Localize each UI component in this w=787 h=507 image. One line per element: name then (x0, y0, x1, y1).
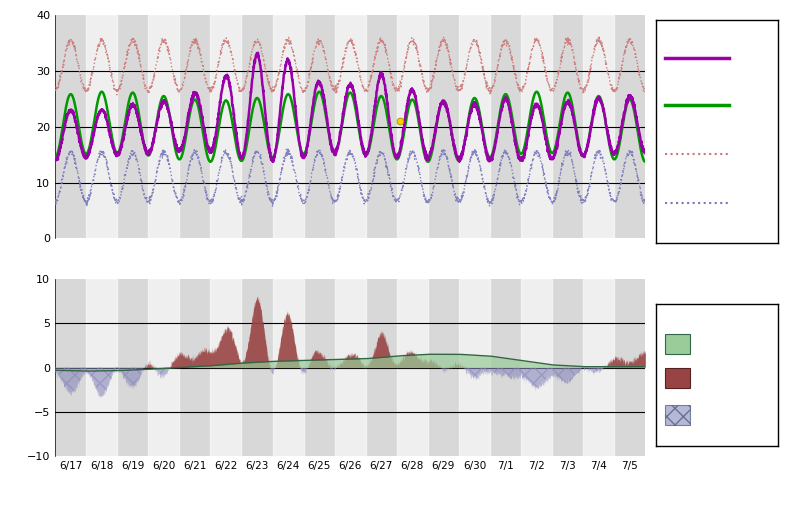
Bar (334, 279, 366, 456)
Bar (459, 279, 490, 456)
Bar (665, 405, 689, 425)
Bar (665, 334, 689, 354)
Bar (272, 279, 304, 456)
Bar (583, 279, 615, 456)
Bar (521, 15, 552, 238)
Bar (334, 15, 366, 238)
Bar (210, 15, 242, 238)
Bar (86, 15, 117, 238)
Bar (459, 15, 490, 238)
Bar (665, 368, 689, 388)
Bar (148, 15, 179, 238)
Bar (272, 15, 304, 238)
Bar (397, 15, 428, 238)
Bar (583, 15, 615, 238)
Bar (521, 279, 552, 456)
Bar (210, 279, 242, 456)
Bar (397, 279, 428, 456)
Bar (148, 279, 179, 456)
Bar (86, 279, 117, 456)
